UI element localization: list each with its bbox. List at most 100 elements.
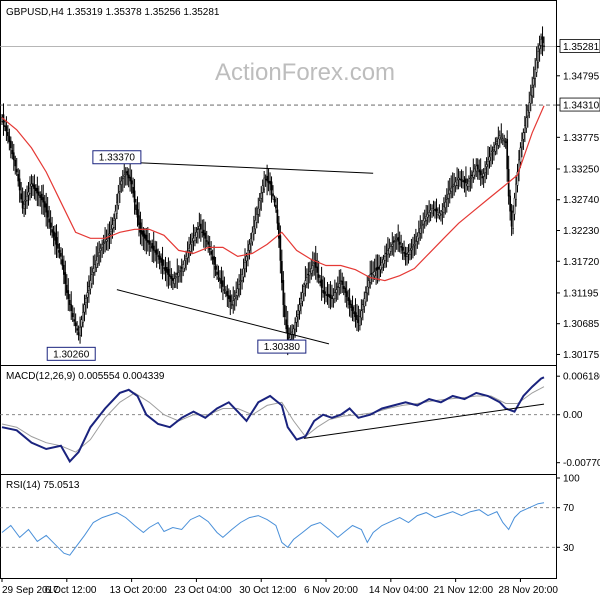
candle-body [457, 177, 460, 180]
candle-body [404, 253, 407, 257]
candle-body [155, 249, 158, 255]
candle-body [532, 78, 535, 86]
candle-body [280, 261, 283, 283]
candle-body [487, 159, 489, 162]
candle-body [513, 197, 516, 215]
candle-body [24, 199, 27, 202]
candle-body [504, 141, 507, 143]
candle-body [248, 244, 251, 251]
candle-body [68, 299, 71, 305]
candle-body [98, 252, 101, 256]
candle-body [397, 237, 400, 242]
candle-body [258, 200, 261, 210]
candle-body [367, 280, 370, 288]
macd-trendline [303, 403, 545, 439]
candle-body [95, 260, 98, 268]
macd-header: MACD(12,26,9) 0.005554 0.004339 [6, 371, 165, 382]
candle-body [535, 60, 538, 73]
candle-body [326, 294, 329, 296]
candle-body [46, 210, 49, 218]
candle-body [123, 174, 126, 177]
candle-body [470, 174, 473, 177]
candle-body [79, 327, 81, 336]
candle-body [482, 173, 485, 177]
candle-body [407, 252, 410, 255]
candle-body [264, 178, 267, 181]
candle-body [363, 298, 366, 307]
candle-body [179, 270, 182, 272]
rsi-tick-label: 100 [563, 474, 580, 485]
candle-body [422, 220, 425, 225]
candle-body [303, 286, 305, 294]
candle-body [463, 179, 466, 183]
candle-body [163, 267, 165, 269]
candle-body [431, 207, 433, 214]
candle-body [198, 226, 201, 230]
candle-body [291, 331, 293, 333]
candle-body [108, 233, 111, 236]
candle-body [364, 292, 367, 303]
candle-body [319, 280, 321, 283]
candle-body [191, 241, 193, 243]
candle-body [516, 171, 519, 186]
candle-body [32, 183, 34, 187]
candle-body [227, 295, 230, 299]
price-tick-label: 1.33775 [563, 133, 600, 144]
candle-body [111, 224, 114, 229]
candle-body [347, 297, 349, 301]
price-tick-label: 1.30685 [563, 319, 600, 330]
candle-body [14, 159, 17, 167]
candle-body [260, 192, 263, 199]
candle-body [54, 232, 56, 241]
candle-body [253, 226, 255, 235]
candle-body [491, 150, 494, 152]
candle-body [381, 262, 383, 269]
candle-body [57, 243, 59, 249]
candle-body [423, 217, 426, 222]
candle-body [30, 183, 33, 187]
candle-body [370, 272, 373, 275]
candle-body [164, 267, 167, 271]
candle-body [267, 181, 270, 183]
candle-body [230, 304, 233, 306]
candle-body [394, 240, 397, 242]
candle-body [322, 289, 324, 293]
rsi-tick-label: 30 [563, 543, 575, 554]
candle-body [177, 272, 180, 277]
candle-body [186, 252, 189, 259]
candle-body [129, 176, 131, 182]
candle-body [401, 246, 404, 251]
candle-body [540, 39, 542, 46]
candle-body [213, 256, 215, 265]
candle-body [313, 262, 316, 264]
candle-body [4, 125, 6, 128]
candle-body [444, 201, 447, 208]
candle-body [216, 271, 218, 275]
candle-body [80, 319, 83, 327]
candle-body [233, 296, 236, 300]
candle-body [88, 286, 90, 291]
candle-body [306, 277, 308, 284]
candle-body [478, 169, 481, 173]
candle-body [341, 280, 344, 285]
candle-body [71, 313, 74, 318]
x-tick-label: 14 Nov 04:00 [369, 585, 429, 596]
candle-body [145, 234, 148, 241]
candle-body [366, 286, 369, 294]
candle-body [481, 176, 483, 179]
axis-layer: 1.35281 1.34795 1.34310 1.33775 1.33250 1.327… [1, 39, 600, 596]
candle-body [65, 284, 68, 293]
candle-body [417, 232, 420, 239]
candle-body [456, 179, 458, 186]
candle-body [342, 286, 345, 289]
candle-body [132, 186, 134, 194]
price-tick-label: 1.34310 [563, 101, 600, 112]
candle-body [454, 181, 457, 186]
candle-body [225, 292, 227, 294]
candle-body [465, 178, 467, 184]
candle-body [541, 36, 544, 44]
macd-line [1, 376, 545, 464]
candle-body [278, 222, 280, 239]
candle-body [251, 232, 254, 243]
